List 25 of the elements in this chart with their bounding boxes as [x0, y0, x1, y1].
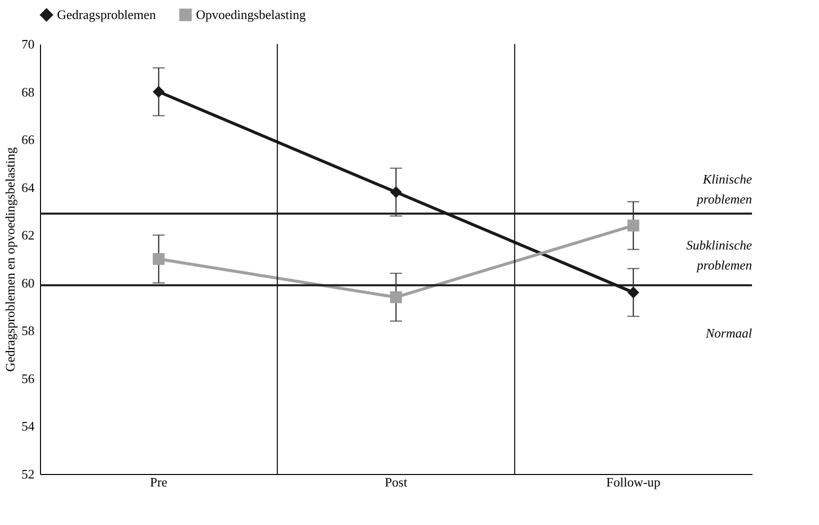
y-tick-label: 68: [22, 84, 34, 100]
y-tick-label: 52: [22, 466, 34, 482]
x-tick-label: Pre: [150, 474, 168, 490]
annotation: Normaal: [704, 325, 752, 340]
y-tick-label: 64: [22, 180, 35, 195]
y-tick-label: 56: [22, 370, 35, 386]
x-tick-label: Post: [384, 474, 408, 490]
y-tick-label: 58: [22, 323, 34, 338]
y-tick-label: 60: [22, 275, 34, 290]
point: [627, 286, 640, 298]
point: [152, 253, 165, 265]
x-tick-label: Follow-up: [606, 474, 660, 490]
annotation: Klinische problemen: [696, 172, 752, 207]
annotation: Subklinische problemen: [686, 238, 752, 273]
legend-label: Opvoedingsbelasting: [196, 6, 306, 22]
y-tick-label: 66: [22, 132, 35, 148]
y-tick-label: 62: [22, 228, 34, 243]
point: [390, 291, 402, 304]
legend-label: Gedragsproblemen: [57, 6, 156, 22]
y-tick-label: 54: [22, 418, 35, 434]
point: [627, 220, 640, 232]
y-axis-title: Gedragsproblemen en opvoedingsbelasting: [2, 146, 18, 372]
y-tick-label: 70: [22, 36, 34, 52]
point: [390, 186, 402, 198]
point: [152, 86, 165, 98]
